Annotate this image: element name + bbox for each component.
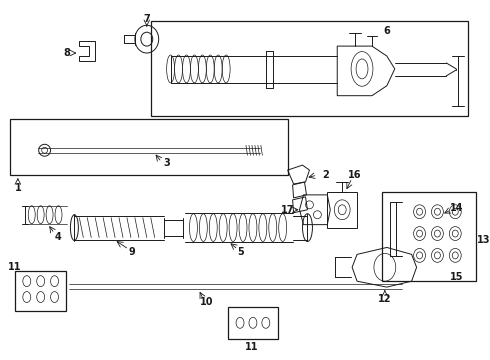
Text: 4: 4 [54, 231, 61, 242]
Text: 13: 13 [477, 234, 490, 244]
Text: 16: 16 [348, 170, 362, 180]
Text: 5: 5 [238, 247, 245, 257]
Text: 1: 1 [15, 183, 21, 193]
Text: 11: 11 [8, 262, 22, 272]
Text: 14: 14 [449, 203, 463, 213]
Text: 7: 7 [144, 14, 150, 24]
Text: 8: 8 [63, 48, 70, 58]
Text: 3: 3 [163, 158, 170, 168]
Text: 2: 2 [322, 170, 329, 180]
Text: 10: 10 [199, 297, 213, 307]
Text: 9: 9 [128, 247, 135, 257]
Text: 12: 12 [378, 294, 392, 304]
Text: 17: 17 [281, 205, 294, 215]
Text: 6: 6 [384, 26, 390, 36]
Text: 11: 11 [245, 342, 259, 352]
Text: 15: 15 [449, 272, 463, 282]
